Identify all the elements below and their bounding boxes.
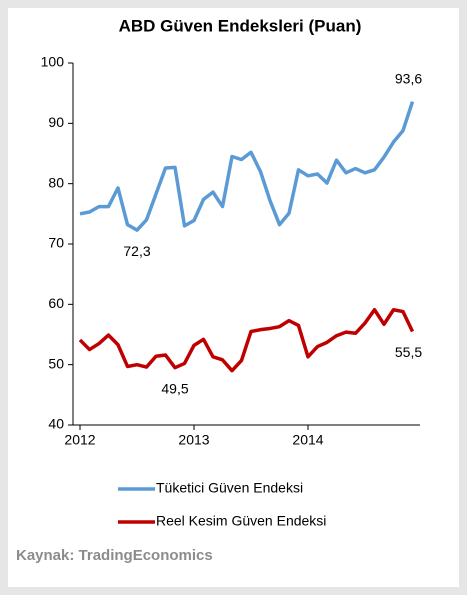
- legend-label: Tüketici Güven Endeksi: [156, 480, 303, 496]
- data-label: 72,3: [123, 243, 150, 259]
- x-tick-label: 2014: [292, 432, 323, 448]
- series-line: [78, 308, 415, 373]
- data-label: 49,5: [161, 380, 188, 396]
- x-tick-label: 2012: [64, 432, 95, 448]
- y-tick-label: 40: [48, 416, 64, 432]
- data-label: 93,6: [395, 70, 422, 86]
- y-tick-label: 80: [48, 174, 64, 190]
- chart-title: ABD Güven Endeksleri (Puan): [119, 16, 362, 35]
- data-label: 55,5: [395, 344, 422, 360]
- y-tick-label: 70: [48, 235, 64, 251]
- panel: [8, 8, 459, 587]
- y-tick-label: 100: [41, 54, 65, 70]
- x-tick-label: 2013: [178, 432, 209, 448]
- y-tick-label: 60: [48, 295, 64, 311]
- y-tick-label: 90: [48, 114, 64, 130]
- y-tick-label: 50: [48, 355, 64, 371]
- legend-label: Reel Kesim Güven Endeksi: [156, 513, 326, 529]
- series-line: [79, 101, 415, 232]
- source: Kaynak: TradingEconomics: [16, 547, 213, 564]
